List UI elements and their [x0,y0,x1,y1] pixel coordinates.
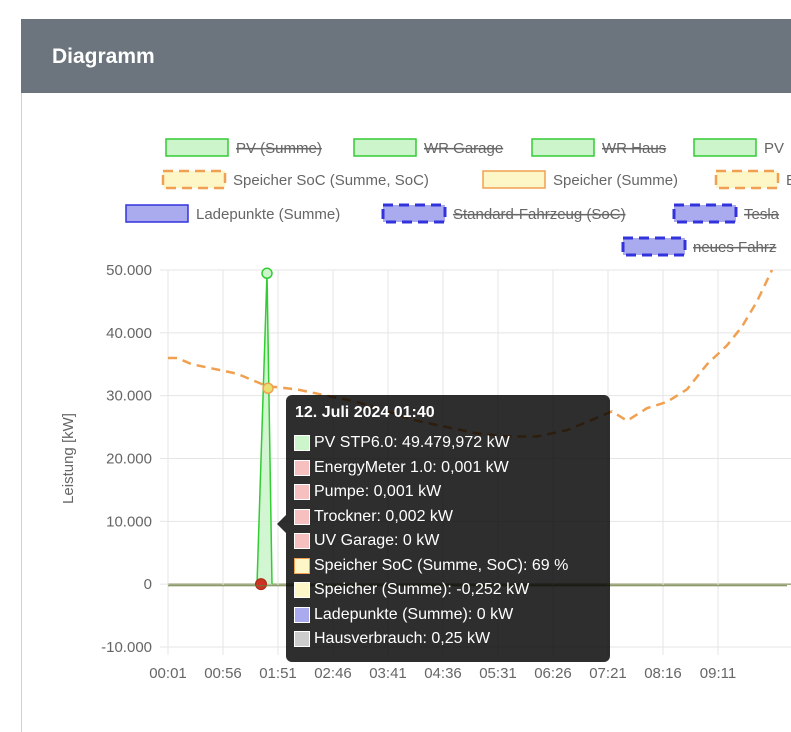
tooltip-row: EnergyMeter 1.0: 0,001 kW [294,457,509,479]
x-tick-label: 00:01 [149,665,187,682]
legend-item[interactable]: Speicher SoC (Summe, SoC) [161,169,429,190]
y-tick-label: 0 [144,576,152,593]
card-header: Diagramm [21,19,791,93]
legend-label: neues Fahrz [693,239,776,256]
x-tick-label: 08:16 [644,665,682,682]
tooltip-row: Ladepunkte (Summe): 0 kW [294,604,513,626]
x-tick-label: 02:46 [314,665,352,682]
legend-item[interactable]: Standard-Fahrzeug (SoC) [381,203,626,224]
chart-tooltip: 12. Juli 2024 01:40 PV STP6.0: 49.479,97… [277,395,610,662]
legend-swatch [714,169,780,190]
x-tick-label: 04:36 [424,665,462,682]
legend-item[interactable]: WR Garage [353,138,503,157]
legend-item[interactable]: Tesla [672,203,780,224]
y-tick-label: 50.000 [106,262,152,279]
y-tick-label: 10.000 [106,513,152,530]
card-title: Diagramm [52,45,155,68]
legend-swatch [621,236,687,257]
data-point-pv [261,267,273,280]
tooltip-row-text: UV Garage: 0 kW [314,532,440,549]
data-point-consumer [255,578,267,591]
legend-label: Speicher (Summe) [553,172,678,189]
legend-swatch [672,203,738,224]
x-tick-label: 09:11 [700,665,736,682]
x-tick-label: 00:56 [204,665,242,682]
legend-label: PV [764,140,784,157]
legend-label: Speicher SoC (Summe, SoC) [233,172,429,189]
y-tick-label: 30.000 [106,388,152,405]
legend-swatch [693,138,757,157]
tooltip-swatch [294,533,310,549]
y-tick-label: 20.000 [106,451,152,468]
tooltip-row-text: EnergyMeter 1.0: 0,001 kW [314,458,509,476]
tooltip-row-text: PV STP6.0: 49.479,972 kW [314,434,510,451]
data-point-soc [262,382,274,394]
tooltip-row-text: Speicher (Summe): -0,252 kW [314,581,530,598]
tooltip-row-text: Ladepunkte (Summe): 0 kW [314,605,514,623]
legend-item[interactable]: Speicher (Summe) [482,170,678,189]
legend-swatch [381,203,447,224]
legend-label: WR Garage [424,140,503,157]
tooltip-row: Pumpe: 0,001 kW [294,481,441,503]
legend-label: Ladepunkte (Summe) [196,206,340,223]
y-axis-label: Leistung [kW] [60,413,77,504]
tooltip-row: UV Garage: 0 kW [294,530,439,552]
y-tick-label: 40.000 [106,325,152,342]
tooltip-swatch [294,582,310,598]
x-tick-label: 07:21 [589,665,627,682]
chart-legend: PV (Summe) WR Garage WR Haus PV Speicher SoC… [125,138,791,257]
y-tick-label: -10.000 [101,639,152,656]
legend-item[interactable]: Ladepunkte (Summe) [125,204,340,223]
legend-item[interactable]: WR Haus [531,138,666,157]
tooltip-row-text: Pumpe: 0,001 kW [314,483,442,500]
x-tick-label: 06:26 [534,665,572,682]
legend-label: Standard-Fahrzeug (SoC) [453,206,626,223]
tooltip-row: Speicher (Summe): -0,252 kW [294,579,529,601]
tooltip-swatch [294,508,310,525]
legend-swatch [353,138,417,157]
tooltip-row-text: Trockner: 0,002 kW [314,507,454,525]
tooltip-row: Trockner: 0,002 kW [294,506,453,528]
legend-label: Tesla [744,206,780,223]
legend-item[interactable]: neues Fahrz [621,236,776,257]
legend-item[interactable]: E [714,169,791,190]
legend-item[interactable]: PV [693,138,784,157]
tooltip-row: PV STP6.0: 49.479,972 kW [294,432,510,454]
x-tick-label: 01:51 [259,665,297,682]
legend-label: PV (Summe) [236,140,322,157]
legend-swatch [482,170,546,189]
tooltip-row-text: Hausverbrauch: 0,25 kW [314,630,491,647]
tooltip-swatch [294,484,310,500]
tooltip-row: Speicher SoC (Summe, SoC): 69 % [294,555,568,577]
legend-label: E [786,172,791,189]
tooltip-swatch [294,459,310,476]
chart-axes: -10.000 0 10.000 20.000 30.000 40.000 50.000 00… [60,262,736,682]
legend-swatch [161,169,227,190]
tooltip-title: 12. Juli 2024 01:40 [295,404,435,421]
legend-item[interactable]: PV (Summe) [165,138,322,157]
legend-swatch [125,204,189,223]
legend-swatch [531,138,595,157]
tooltip-swatch [294,606,310,623]
tooltip-row-text: Speicher SoC (Summe, SoC): 69 % [314,556,569,574]
legend-label: WR Haus [602,140,666,157]
tooltip-swatch [294,557,310,574]
tooltip-swatch [294,435,310,451]
tooltip-arrow [277,515,286,533]
x-tick-label: 03:41 [369,665,407,682]
legend-swatch [165,138,229,157]
tooltip-row: Hausverbrauch: 0,25 kW [294,628,490,650]
x-tick-label: 05:31 [479,665,517,682]
tooltip-swatch [294,631,310,647]
